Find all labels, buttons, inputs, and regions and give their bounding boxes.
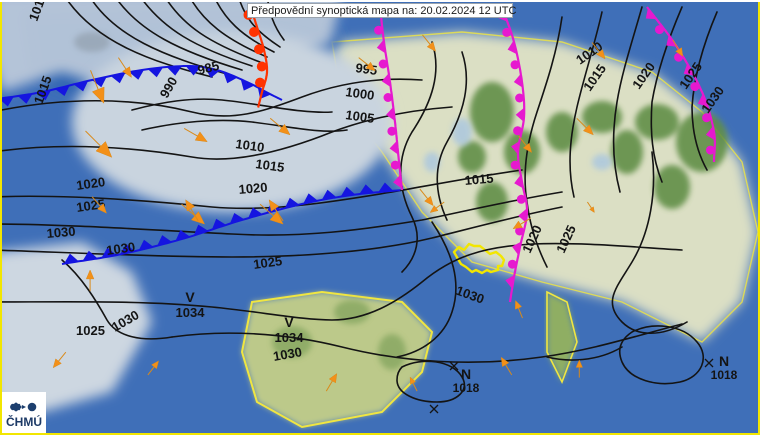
svg-text:1020: 1020 [238,180,268,197]
svg-text:V: V [284,314,294,330]
svg-text:995: 995 [355,60,379,78]
svg-text:N: N [719,353,729,369]
svg-text:1018: 1018 [711,368,738,382]
svg-text:1018: 1018 [453,381,480,395]
svg-text:1030: 1030 [46,224,76,241]
svg-text:N: N [461,366,471,382]
svg-text:1025: 1025 [76,323,105,338]
svg-text:1034: 1034 [176,305,206,320]
svg-text:V: V [185,289,195,305]
svg-text:1015: 1015 [464,171,494,188]
svg-text:1034: 1034 [275,330,305,345]
